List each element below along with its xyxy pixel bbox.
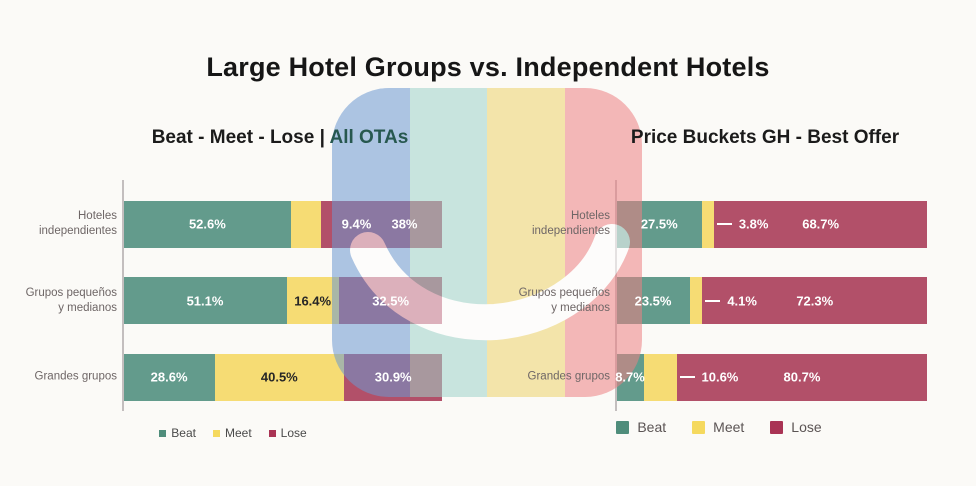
bar-segment-meet: 4.1% xyxy=(689,277,757,324)
legend-label: Meet xyxy=(713,419,745,435)
bar-segment-meet: 3.8% xyxy=(702,200,768,248)
left-chart-subtitle-prefix: Beat - Meet - Lose | xyxy=(151,127,330,148)
legend-label: Lose xyxy=(791,419,822,435)
legend-item-lose: Lose xyxy=(770,419,822,435)
legend-label: Meet xyxy=(224,426,252,440)
bar-segment-meet: 40.5% xyxy=(214,353,344,401)
bar-segment-beat: 52.6% xyxy=(123,200,292,248)
legend-label: Lose xyxy=(280,426,307,440)
legend-label: Beat xyxy=(637,419,667,435)
bar-segment-lose: 80.7% xyxy=(676,353,928,401)
category-label: Grupos pequeños y medianos xyxy=(0,286,117,316)
category-label-line: Grupos pequeños xyxy=(518,286,610,299)
value-label: 80.7% xyxy=(783,369,821,385)
category-label: Grandes grupos xyxy=(493,370,610,385)
category-label-line: Hoteles xyxy=(571,210,610,222)
value-label: 51.1% xyxy=(186,293,224,308)
page-title: Large Hotel Groups vs. Independent Hotel… xyxy=(206,52,770,82)
legend-swatch-meet xyxy=(692,420,706,434)
category-label: Grandes grupos xyxy=(0,370,117,385)
left-chart-legend: Beat Meet Lose xyxy=(0,426,466,440)
value-label: 4.1% xyxy=(727,293,757,308)
bar-segment-meet: 9.4% xyxy=(291,200,371,248)
value-label: 38% xyxy=(391,216,418,232)
bar-row: 28.6% 40.5% 30.9% xyxy=(123,353,443,401)
category-label-line: Hoteles xyxy=(78,210,117,222)
category-label-line: Grupos pequeños xyxy=(25,286,117,299)
legend-item-beat: Beat xyxy=(159,426,196,440)
category-label-line: Grandes grupos xyxy=(527,370,610,383)
value-label: 28.6% xyxy=(150,369,188,385)
left-chart-subtitle-accent: All OTAs xyxy=(329,127,409,148)
bar-row: 27.5% 3.8% 68.7% xyxy=(616,200,928,248)
smile-icon xyxy=(350,224,630,341)
bar-row: 8.7% 10.6% 80.7% xyxy=(615,353,928,401)
label-leader-line xyxy=(716,223,732,225)
value-label: 27.5% xyxy=(640,216,678,232)
value-label: 68.7% xyxy=(802,216,840,232)
value-label: 40.5% xyxy=(260,369,298,385)
y-axis-line xyxy=(122,180,124,411)
value-label: 72.3% xyxy=(796,293,834,308)
brand-watermark-logo xyxy=(332,88,642,397)
legend-item-meet: Meet xyxy=(212,426,252,440)
legend-swatch-lose xyxy=(268,429,276,437)
value-label: 8.7% xyxy=(615,369,645,385)
watermark-stripe-1 xyxy=(409,88,487,397)
right-chart-legend: Beat Meet Lose xyxy=(493,419,945,435)
category-label: Hoteles independientes xyxy=(493,209,610,239)
legend-swatch-beat xyxy=(616,420,630,434)
bar-segment-beat: 51.1% xyxy=(123,277,287,324)
bar-segment-beat: 28.6% xyxy=(123,353,215,401)
value-label: 16.4% xyxy=(294,293,332,308)
bar-segment-lose: 68.7% xyxy=(713,200,928,248)
watermark-stripe-2 xyxy=(487,88,565,397)
bar-row: 23.5% 4.1% 72.3% xyxy=(616,277,928,324)
value-label: 23.5% xyxy=(634,293,672,308)
value-label: 10.6% xyxy=(701,369,739,385)
legend-swatch-lose xyxy=(770,420,784,434)
legend-label: Beat xyxy=(171,426,196,440)
category-label-line: independientes xyxy=(531,225,610,237)
legend-swatch-meet xyxy=(212,429,220,437)
legend-swatch-beat xyxy=(159,429,167,437)
left-chart-subtitle: Beat - Meet - Lose | All OTAs xyxy=(60,127,500,149)
right-chart-subtitle: Price Buckets GH - Best Offer xyxy=(630,127,900,148)
value-label: 3.8% xyxy=(738,216,769,232)
value-label: 52.6% xyxy=(188,216,226,232)
value-label: 30.9% xyxy=(374,369,412,385)
category-label-line: Grandes grupos xyxy=(34,370,117,383)
label-leader-line xyxy=(679,376,695,378)
value-label: 9.4% xyxy=(341,216,372,232)
category-label: Grupos pequeños y medianos xyxy=(493,286,610,316)
bar-segment-meet: 16.4% xyxy=(286,277,339,324)
legend-item-meet: Meet xyxy=(692,419,744,435)
bar-segment-meet: 10.6% xyxy=(643,353,738,401)
category-label: Hoteles independientes xyxy=(0,209,117,239)
value-label: 32.5% xyxy=(372,293,410,308)
bar-segment-lose: 72.3% xyxy=(702,277,928,324)
label-leader-line xyxy=(705,299,721,302)
category-label-line: y medianos xyxy=(551,301,610,314)
category-label-line: independientes xyxy=(38,225,117,237)
legend-item-beat: Beat xyxy=(616,419,666,435)
category-label-line: y medianos xyxy=(58,301,117,314)
legend-item-lose: Lose xyxy=(268,426,307,440)
